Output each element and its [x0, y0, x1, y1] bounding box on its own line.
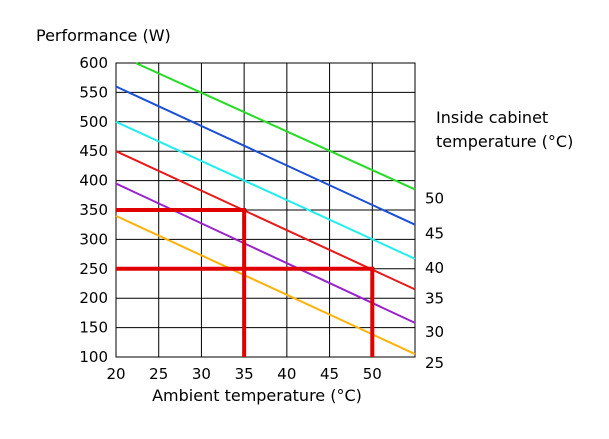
x-tick-label: 50	[363, 365, 382, 383]
series-label-35: 35	[425, 289, 444, 307]
series-label-45: 45	[425, 225, 444, 243]
reference-path-2	[116, 266, 375, 357]
x-tick-label: 30	[192, 365, 211, 383]
x-tick-label: 35	[235, 365, 254, 383]
series-labels: 50 45 40 35 30 25	[425, 189, 444, 372]
y-tick-label: 450	[79, 142, 108, 160]
x-tick-label: 20	[106, 365, 125, 383]
y-tick-label: 300	[79, 230, 108, 248]
y-tick-label: 350	[79, 201, 108, 219]
series-line-25	[115, 214, 416, 355]
reference-lines	[116, 208, 375, 357]
series-label-40: 40	[425, 259, 444, 277]
legend-title-line-1: Inside cabinet	[436, 108, 548, 127]
series-line-40	[115, 120, 416, 260]
reference-path-1	[116, 208, 247, 357]
series-label-30: 30	[425, 323, 444, 341]
y-tick-label: 500	[79, 113, 108, 131]
series-line-35	[115, 150, 416, 291]
y-tick-label: 250	[79, 260, 108, 278]
y-tick-label: 400	[79, 172, 108, 190]
series-line-50	[135, 62, 416, 191]
series-label-50: 50	[425, 189, 444, 207]
y-tick-label: 150	[79, 319, 108, 337]
x-tick-label: 40	[277, 365, 296, 383]
y-axis-title: Performance (W)	[36, 26, 171, 45]
series-line-30	[115, 182, 416, 324]
series-line-45	[115, 85, 416, 226]
x-tick-label: 25	[149, 365, 168, 383]
y-tick-label: 100	[79, 348, 108, 366]
y-tick-label: 600	[79, 54, 108, 72]
series-lines	[115, 62, 416, 355]
x-tick-label: 45	[320, 365, 339, 383]
legend-title-line-2: temperature (°C)	[436, 132, 573, 151]
y-tick-label: 550	[79, 83, 108, 101]
y-tick-label: 200	[79, 289, 108, 307]
series-label-25: 25	[425, 354, 444, 372]
x-axis-title: Ambient temperature (°C)	[152, 386, 362, 405]
